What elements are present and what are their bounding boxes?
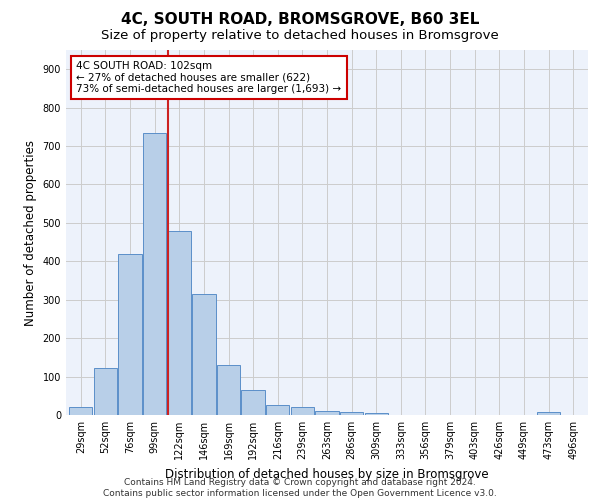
Bar (365, 412, 388, 415)
Bar (69, 408, 92, 415)
Bar (290, 406, 314, 415)
Bar (143, 134, 166, 415)
Bar (217, 365, 240, 415)
X-axis label: Distribution of detached houses by size in Bromsgrove: Distribution of detached houses by size … (165, 468, 489, 480)
Text: Size of property relative to detached houses in Bromsgrove: Size of property relative to detached ho… (101, 29, 499, 42)
Bar (241, 390, 265, 415)
Bar (118, 254, 142, 415)
Bar (316, 411, 338, 415)
Text: Contains HM Land Registry data © Crown copyright and database right 2024.
Contai: Contains HM Land Registry data © Crown c… (103, 478, 497, 498)
Bar (94, 368, 117, 415)
Text: 4C SOUTH ROAD: 102sqm
← 27% of detached houses are smaller (622)
73% of semi-det: 4C SOUTH ROAD: 102sqm ← 27% of detached … (76, 61, 341, 94)
Bar (266, 406, 289, 415)
Bar (537, 412, 560, 415)
Y-axis label: Number of detached properties: Number of detached properties (24, 140, 37, 326)
Bar (167, 230, 191, 415)
Text: 4C, SOUTH ROAD, BROMSGROVE, B60 3EL: 4C, SOUTH ROAD, BROMSGROVE, B60 3EL (121, 12, 479, 28)
Bar (340, 412, 364, 415)
Bar (192, 294, 215, 415)
